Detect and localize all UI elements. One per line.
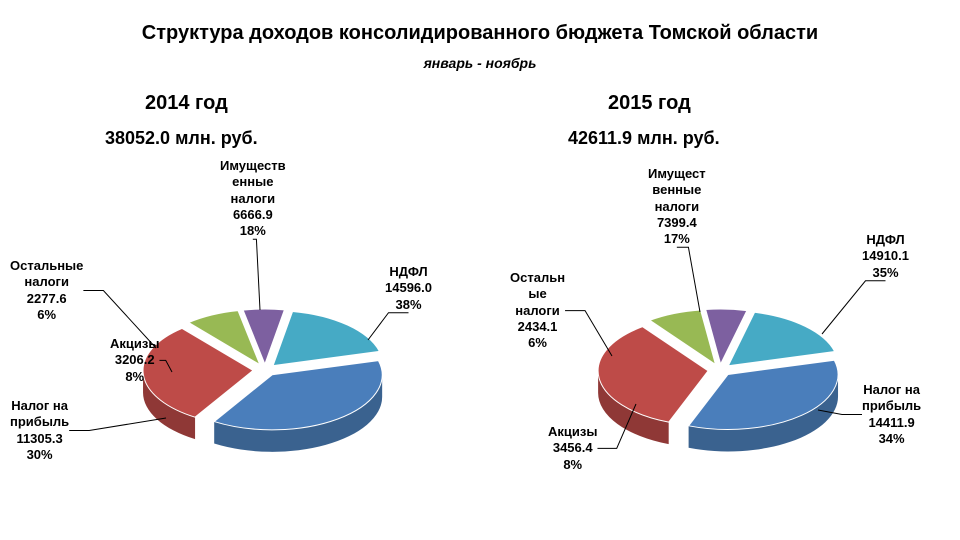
slice-label-2015-excise: Акцизы 3456.4 8% [548, 424, 597, 473]
page: { "title": { "text": "Структура доходов … [0, 0, 960, 540]
slice-label-2015-property: Имущест венные налоги 7399.4 17% [648, 166, 706, 247]
slice-label-2015-other: Остальн ые налоги 2434.1 6% [510, 270, 565, 351]
slice-label-2014-other: Остальные налоги 2277.6 6% [10, 258, 83, 323]
slice-label-2014-excise: Акцизы 3206.2 8% [110, 336, 159, 385]
slice-label-2015-ndfl: НДФЛ 14910.1 35% [862, 232, 909, 281]
slice-label-2014-property: Имуществ енные налоги 6666.9 18% [220, 158, 286, 239]
slice-label-2014-ndfl: НДФЛ 14596.0 38% [385, 264, 432, 313]
pie-chart-2015 [0, 0, 960, 540]
slice-label-2014-profit: Налог на прибыль 11305.3 30% [10, 398, 69, 463]
slice-label-2015-profit: Налог на прибыль 14411.9 34% [862, 382, 921, 447]
pie-slice-property [728, 312, 834, 365]
